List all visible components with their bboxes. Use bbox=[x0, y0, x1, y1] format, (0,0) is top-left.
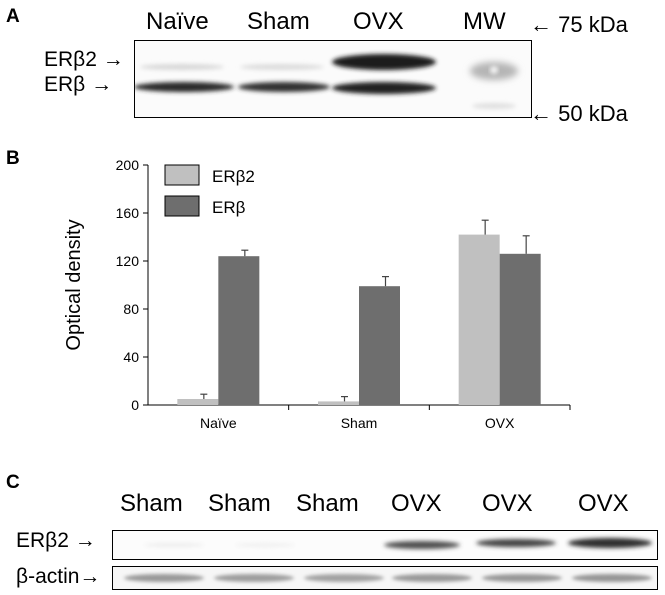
x-tick-label: Naïve bbox=[200, 415, 237, 431]
blot-c-beta-actin bbox=[112, 566, 658, 590]
lane-label-c-ovx-1: OVX bbox=[391, 490, 442, 517]
band-a-erb2-naive bbox=[140, 64, 224, 70]
band-a-erb-ovx bbox=[332, 82, 436, 94]
panel-c-letter: C bbox=[6, 472, 20, 493]
y-tick-label: 40 bbox=[123, 349, 139, 365]
legend-label-erb: ERβ bbox=[212, 198, 246, 217]
marker-50kda: ← 50 kDa bbox=[530, 101, 628, 126]
y-tick-label: 200 bbox=[116, 157, 140, 173]
bar-erb2-1 bbox=[318, 401, 359, 405]
optical-density-chart: 0 40 80 120 160 200 Optical density Naïve Sham OV… bbox=[63, 157, 571, 431]
lane-label-naive: Naïve bbox=[146, 8, 209, 35]
panel-b-letter: B bbox=[6, 148, 20, 169]
y-tick-label: 160 bbox=[116, 205, 140, 221]
legend-swatch-erb2 bbox=[164, 164, 200, 186]
legend-swatch-erb bbox=[164, 195, 200, 217]
lane-label-ovx: OVX bbox=[353, 8, 404, 35]
lane-label-c-sham-3: Sham bbox=[296, 490, 359, 517]
bar-erb-0 bbox=[218, 256, 260, 405]
y-tick-label: 80 bbox=[123, 301, 139, 317]
blot-c-erb2 bbox=[112, 530, 658, 560]
legend-label-erb2: ERβ2 bbox=[212, 167, 255, 186]
band-label-erb2: ERβ2 → bbox=[44, 48, 124, 71]
y-tick-label: 120 bbox=[116, 253, 140, 269]
bar-erb2-0 bbox=[177, 399, 219, 405]
lane-label-c-sham-1: Sham bbox=[120, 490, 183, 517]
row-label-beta-actin: β-actin→ bbox=[16, 565, 101, 588]
bar-erb-1 bbox=[359, 286, 400, 405]
band-label-erb: ERβ → bbox=[44, 73, 113, 96]
marker-75kda: ← 75 kDa bbox=[530, 12, 628, 37]
blot-a bbox=[134, 40, 532, 118]
band-a-erb-naive bbox=[134, 82, 234, 92]
lane-label-c-ovx-3: OVX bbox=[578, 490, 629, 517]
row-label-erb2: ERβ2 → bbox=[16, 529, 96, 552]
panel-a-letter: A bbox=[6, 6, 20, 27]
lane-label-sham: Sham bbox=[247, 8, 310, 35]
x-tick-label: OVX bbox=[485, 415, 515, 431]
band-a-erb2-sham bbox=[240, 64, 324, 70]
bar-erb-2 bbox=[499, 253, 541, 405]
band-a-erb-sham bbox=[238, 82, 330, 92]
bar-erb2-2 bbox=[458, 234, 500, 405]
band-a-erb2-ovx bbox=[332, 54, 436, 70]
band-c-erb2-ovx-2 bbox=[476, 539, 556, 547]
band-c-erb2-ovx-1 bbox=[384, 541, 460, 549]
y-axis-label: Optical density bbox=[63, 219, 85, 350]
band-c-erb2-ovx-3 bbox=[568, 538, 652, 548]
lane-label-mw: MW bbox=[463, 8, 506, 35]
x-tick-label: Sham bbox=[341, 415, 378, 431]
y-tick-label: 0 bbox=[131, 397, 139, 413]
lane-label-c-ovx-2: OVX bbox=[482, 490, 533, 517]
lane-label-c-sham-2: Sham bbox=[208, 490, 271, 517]
